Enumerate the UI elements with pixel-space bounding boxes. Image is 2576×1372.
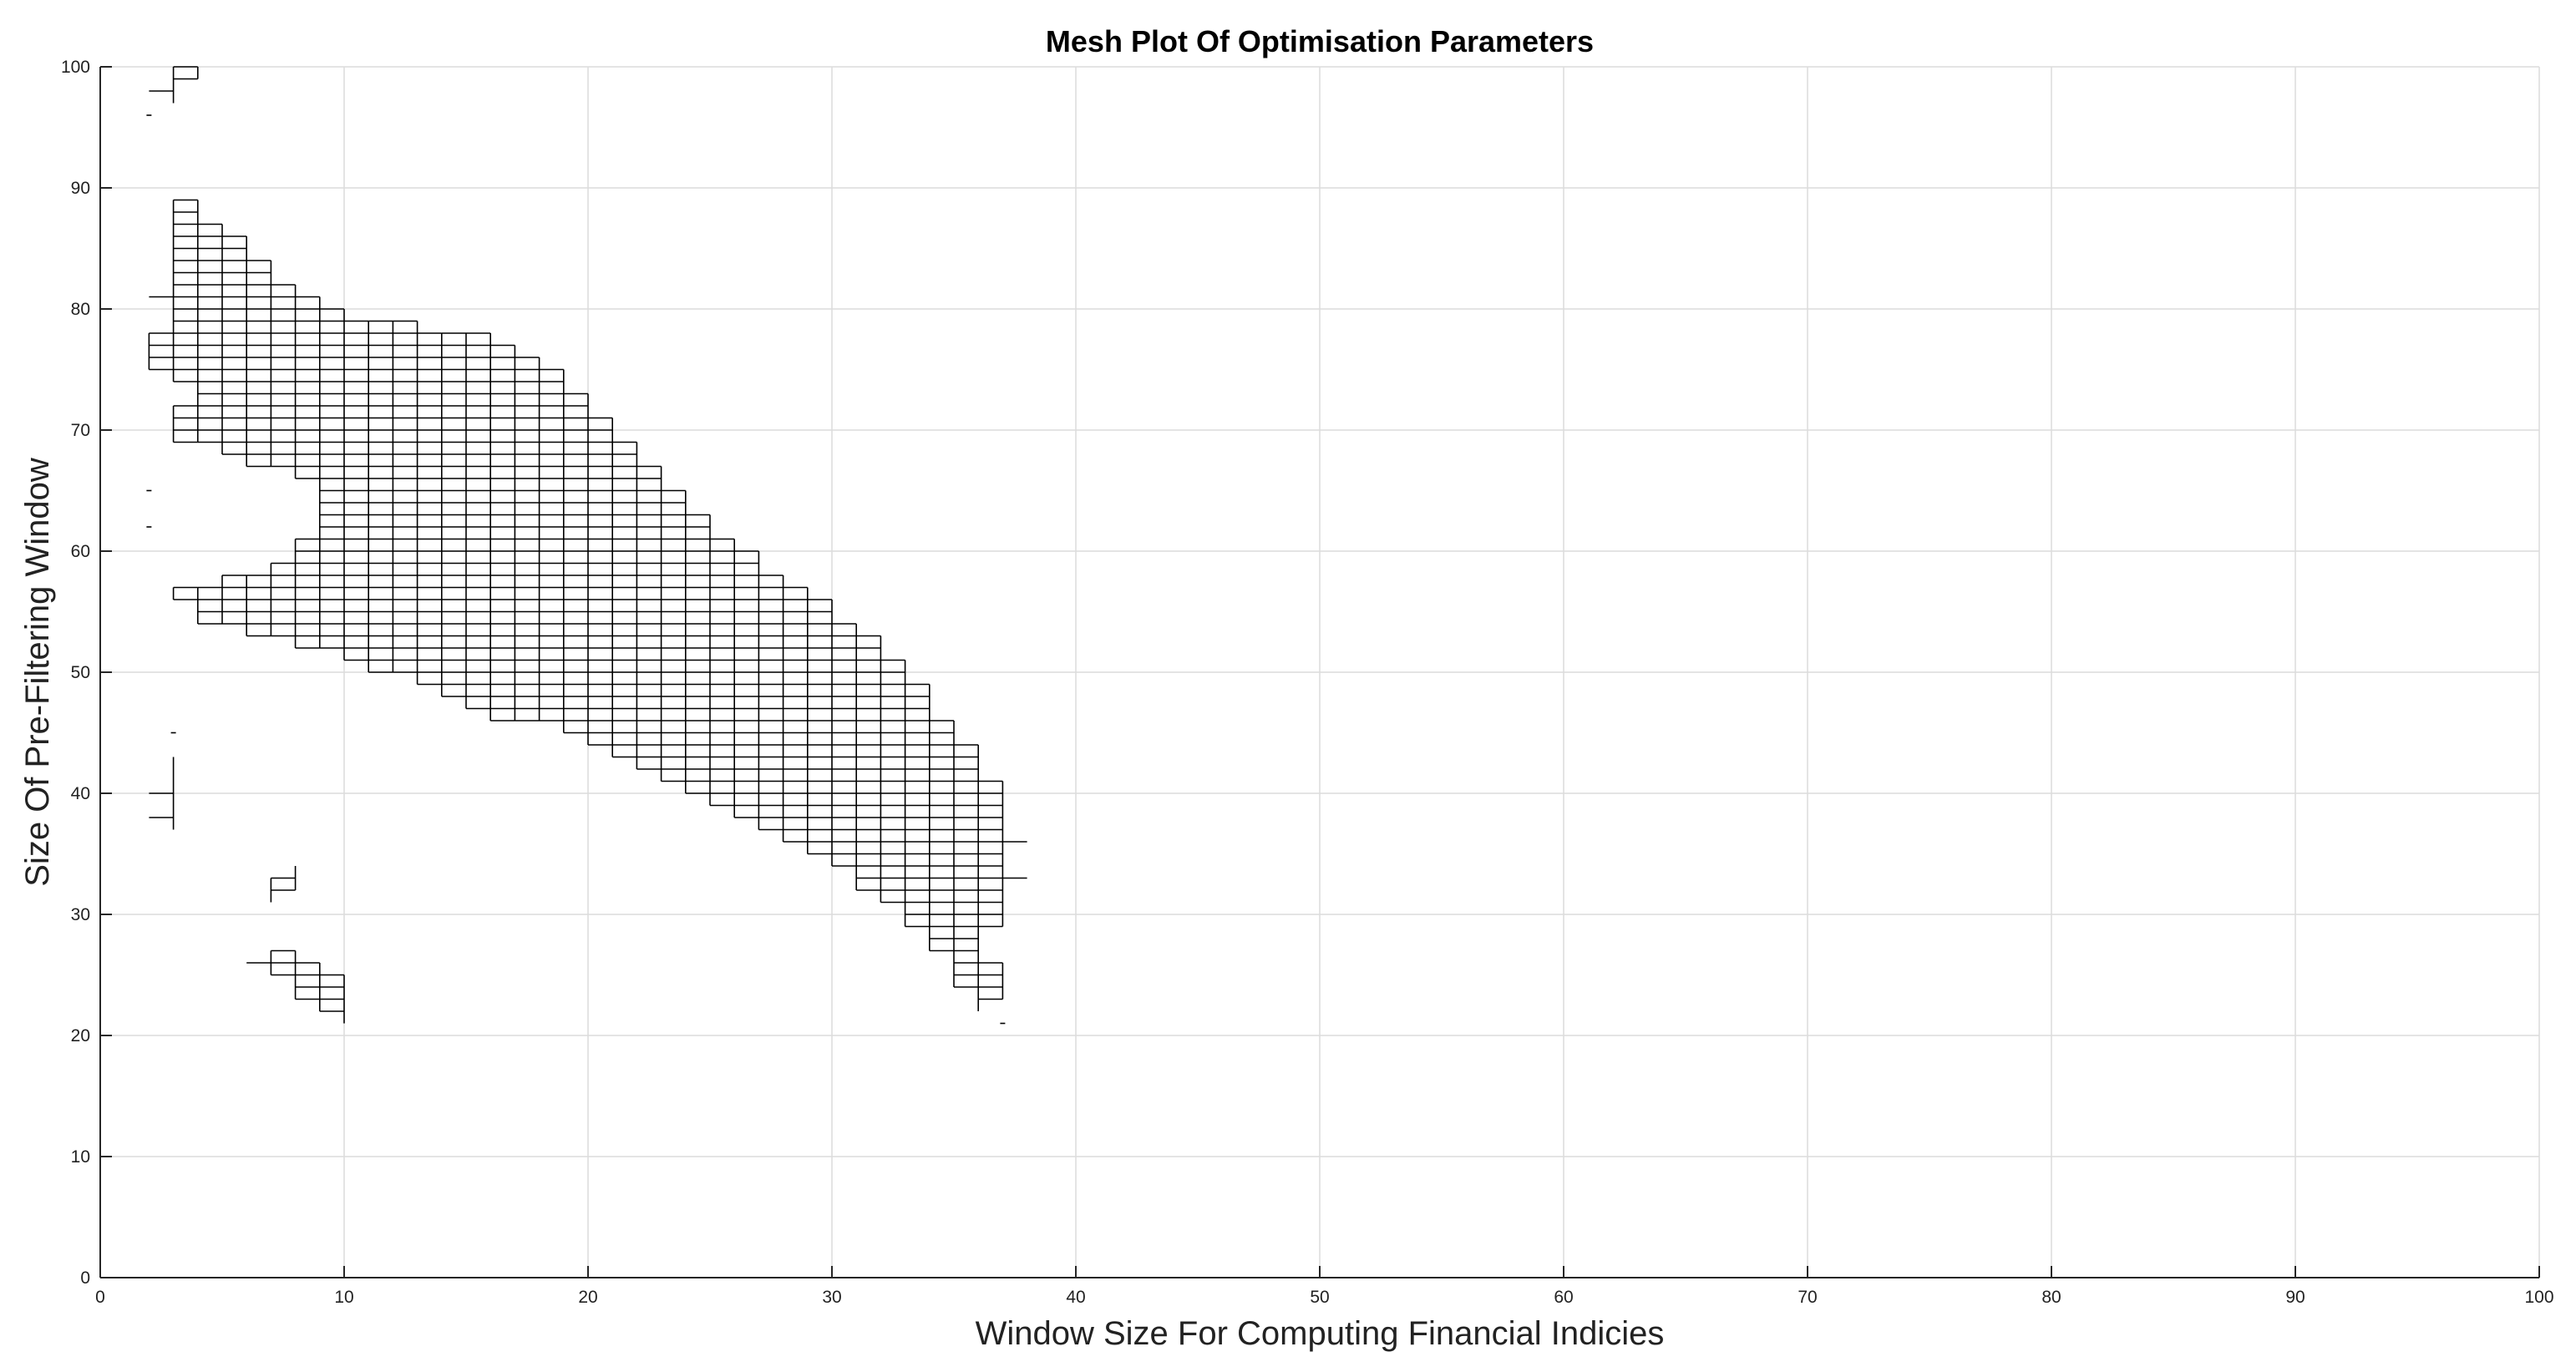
y-tick-label: 20 [71, 1026, 90, 1045]
x-tick-label: 40 [1066, 1288, 1085, 1307]
x-tick-label: 50 [1310, 1288, 1329, 1307]
x-tick-label: 100 [2524, 1288, 2553, 1307]
y-tick-label: 80 [71, 300, 90, 319]
y-tick-label: 50 [71, 663, 90, 682]
y-tick-label: 40 [71, 784, 90, 803]
mesh-surface [146, 66, 1027, 1025]
y-tick-label: 70 [71, 421, 90, 440]
y-tick-label: 0 [80, 1268, 90, 1288]
x-tick-label: 90 [2285, 1288, 2305, 1307]
x-axis-ticks: 0 10 20 30 40 50 60 70 80 90 100 [95, 1266, 2554, 1307]
y-axis-ticks: 0 10 20 30 40 50 60 70 80 90 100 [61, 58, 112, 1288]
x-tick-label: 0 [95, 1288, 105, 1307]
x-tick-label: 80 [2041, 1288, 2061, 1307]
x-tick-label: 30 [822, 1288, 841, 1307]
x-tick-label: 10 [334, 1288, 353, 1307]
y-tick-label: 60 [71, 542, 90, 561]
y-tick-label: 90 [71, 179, 90, 198]
x-tick-label: 20 [578, 1288, 597, 1307]
x-tick-label: 60 [1554, 1288, 1573, 1307]
chart-title: Mesh Plot Of Optimisation Parameters [1046, 24, 1594, 58]
y-tick-label: 10 [71, 1147, 90, 1167]
y-tick-label: 100 [61, 58, 90, 77]
x-axis-label: Window Size For Computing Financial Indi… [976, 1315, 1665, 1352]
y-tick-label: 30 [71, 905, 90, 924]
y-axis-label: Size Of Pre-Filtering Window [19, 458, 56, 887]
x-tick-label: 70 [1798, 1288, 1817, 1307]
